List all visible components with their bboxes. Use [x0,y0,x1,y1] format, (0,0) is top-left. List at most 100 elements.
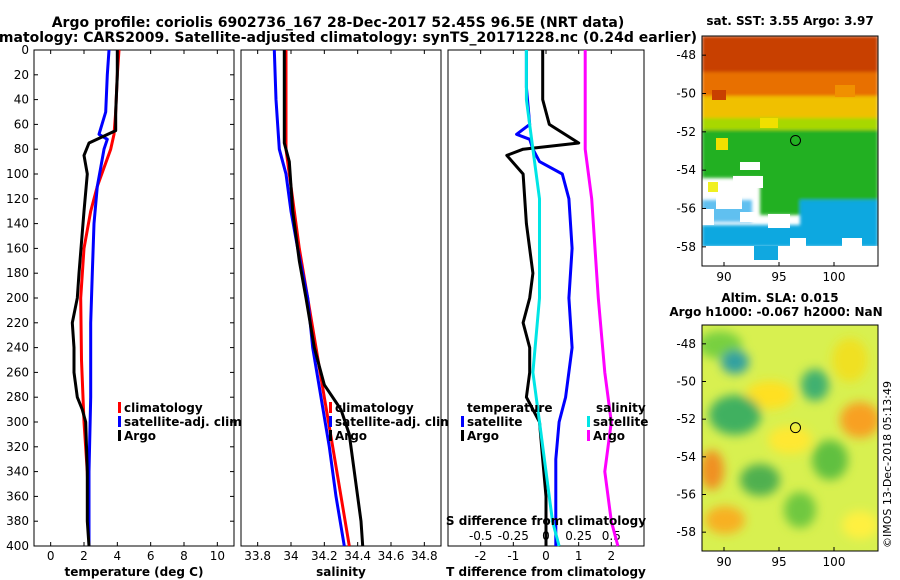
series-line-s-argo [583,50,620,547]
lat-tick-label: -54 [676,163,696,177]
x-tick-label: 33.8 [244,549,271,563]
depth-tick-label: 120 [6,192,29,206]
salinity-xlabel: salinity [316,565,366,579]
x-tick-label: -1 [507,549,519,563]
lon-tick-label: 95 [771,555,786,569]
depth-tick-label: 260 [6,365,29,379]
legend-swatch-satellite-adj [329,416,332,427]
depth-tick-label: 100 [6,167,29,181]
sst-map: sat. SST: 3.55 Argo: 3.97 [676,14,879,284]
depth-tick-label: 220 [6,316,29,330]
depth-tick-label: 20 [14,68,29,82]
series-line-satellite-adj-clim- [87,49,111,546]
sla-map-title-line1: Altim. SLA: 0.015 [721,291,838,305]
x-tick-label: 6 [147,549,155,563]
x-tick-label: 0 [47,549,55,563]
legend-label-satellite-adj: satellite-adj. clim. [335,415,457,429]
panel-temperature: 0204060801001201401601802002202402602803… [6,43,644,579]
x-tick-label: 34 [283,549,298,563]
depth-tick-label: 300 [6,415,29,429]
difference-series [505,50,620,547]
series-line-argo [282,50,365,547]
sst-map-axes: -48 -50 -52 -54 -56 -58 90 95 100 [676,48,845,284]
legend-label-climatology: climatology [335,401,414,415]
legend-swatch-argo [329,430,332,441]
lat-tick-label: -52 [676,125,696,139]
copyright-text: ©IMOS 13-Dec-2018 05:13:49 [881,381,894,548]
depth-tick-label: 240 [6,341,29,355]
depth-tick-label: 360 [6,489,29,503]
legend-swatch-climatology [118,402,121,413]
depth-tick-label: 0 [21,43,29,57]
lat-tick-label: -56 [676,202,696,216]
legend-title-temperature: temperature [467,401,552,415]
lat-tick-label: -58 [676,525,696,539]
x-tick-label: 34.4 [344,549,371,563]
panel-salinity: 33.8 34 34.2 34.4 34.6 34.8 salinity climatol… [240,49,457,579]
salinity-x-axis: 33.8 34 34.2 34.4 34.6 34.8 [244,50,438,563]
x-tick-label: 2 [608,549,616,563]
lon-tick-label: 90 [716,555,731,569]
s-diff-tick-label: -0.25 [498,529,529,543]
sla-map-title-line2: Argo h1000: -0.067 h2000: NaN [669,305,882,319]
sla-float-marker [790,422,801,434]
sst-map-title: sat. SST: 3.55 Argo: 3.97 [706,14,873,28]
x-tick-label: 34.2 [311,549,338,563]
legend-label-argo: Argo [335,429,367,443]
x-tick-label: 2 [80,549,88,563]
legend-label-t-satellite: satellite [467,415,522,429]
temperature-legend: climatology satellite-adj. clim. Argo [118,401,246,443]
lon-tick-label: 100 [823,270,846,284]
lat-tick-label: -50 [676,87,696,101]
x-tick-label: 4 [114,549,122,563]
lon-tick-label: 95 [771,270,786,284]
depth-tick-label: 280 [6,390,29,404]
lat-tick-label: -48 [676,48,696,62]
depth-tick-label: 400 [6,539,29,553]
legend-title-salinity: salinity [596,401,646,415]
sla-map: Altim. SLA: 0.015 Argo h1000: -0.067 h20… [669,291,882,569]
lon-tick-label: 100 [823,555,846,569]
depth-tick-label: 60 [14,117,29,131]
legend-swatch-s-argo [587,430,590,441]
temperature-series [70,49,121,547]
difference-legend-temperature: temperature satellite Argo [461,401,552,443]
salinity-frame [240,49,442,547]
difference-frame [447,49,645,547]
series-line-t-satellite [515,50,574,546]
lat-tick-label: -58 [676,240,696,254]
legend-swatch-climatology [329,402,332,413]
x-tick-label: 8 [180,549,188,563]
salinity-legend: climatology satellite-adj. clim. Argo [329,401,457,443]
series-line-s-satellite [524,50,561,547]
s-diff-tick-label: -0.5 [469,529,492,543]
lat-tick-label: -54 [676,450,696,464]
depth-tick-label: 320 [6,440,29,454]
sla-map-image [702,325,878,551]
legend-swatch-argo [118,430,121,441]
temperature-frame [33,49,235,547]
lon-tick-label: 90 [716,270,731,284]
legend-label-satellite-adj: satellite-adj. clim. [124,415,246,429]
depth-tick-label: 200 [6,291,29,305]
sst-map-image [702,36,878,266]
lat-tick-label: -52 [676,412,696,426]
depth-tick-label: 140 [6,217,29,231]
depth-tick-label: 180 [6,266,29,280]
x-tick-label: 1 [575,549,583,563]
legend-swatch-t-argo [461,430,464,441]
legend-swatch-satellite-adj [118,416,121,427]
chart-title-line2: Climatology: CARS2009. Satellite-adjuste… [0,30,697,46]
difference-xlabel-top: S difference from climatology [446,514,646,528]
temperature-xlabel: temperature (deg C) [65,565,204,579]
depth-tick-label: 40 [14,93,29,107]
x-tick-label: 10 [210,549,225,563]
lat-tick-label: -56 [676,488,696,502]
series-line-argo [70,50,119,547]
legend-swatch-t-satellite [461,416,464,427]
temperature-x-axis: 0 2 4 6 8 10 [47,50,225,563]
salinity-series [272,49,365,547]
lat-tick-label: -48 [676,337,696,351]
legend-label-argo: Argo [124,429,156,443]
